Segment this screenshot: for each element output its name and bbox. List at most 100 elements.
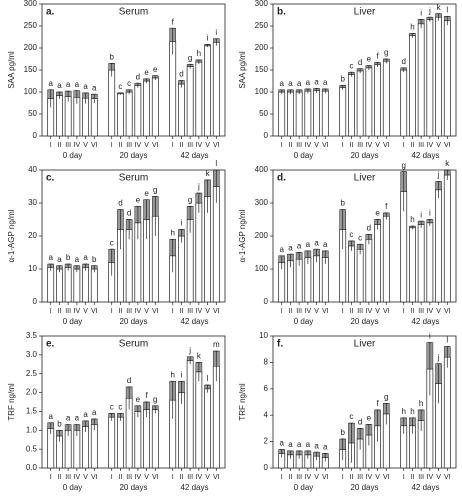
bar <box>313 90 320 137</box>
annotation: h <box>419 399 423 408</box>
bar <box>195 202 203 303</box>
chart-title: Liver <box>354 173 376 184</box>
annotation: a <box>57 255 62 264</box>
group-label: 20 days <box>350 483 378 492</box>
x-tick-label: I <box>403 142 405 149</box>
annotation: d <box>401 57 405 66</box>
bar <box>143 409 150 469</box>
x-tick-label: V <box>375 308 380 315</box>
panel: 0.00.51.01.52.02.53.03.5aIbIIaIIIaIVaVaV… <box>7 331 226 492</box>
x-tick-label: V <box>144 142 149 149</box>
annotation: a <box>75 414 80 423</box>
panel-label: d. <box>277 173 286 184</box>
y-tick-label: 2 <box>264 437 269 446</box>
bar <box>374 64 381 137</box>
x-tick-label: I <box>50 142 52 149</box>
annotation: g <box>384 48 388 57</box>
group-label: 20 days <box>119 317 147 326</box>
annotation: h <box>197 49 201 58</box>
x-tick-label: IV <box>427 308 434 315</box>
panel: 0100200300400aIaIIaIIIaIVaVaVIbIcIIcIIId… <box>238 159 457 326</box>
x-tick-label: V <box>436 142 441 149</box>
x-tick-label: IV <box>74 308 81 315</box>
y-tick-label: 3.5 <box>26 331 38 340</box>
plot-frame <box>41 3 226 137</box>
annotation: b <box>109 53 114 62</box>
x-tick-label: VI <box>213 142 220 149</box>
bar <box>426 222 434 303</box>
x-tick-label: I <box>403 474 405 481</box>
annotation: e <box>375 209 380 218</box>
bar <box>417 224 425 303</box>
annotation: a <box>323 240 328 249</box>
annotation: c <box>349 61 353 70</box>
x-tick-label: IV <box>305 142 312 149</box>
bar <box>195 61 203 137</box>
annotation: a <box>66 414 71 423</box>
annotation: b <box>340 199 345 208</box>
x-tick-label: VI <box>383 142 390 149</box>
annotation: c <box>110 238 114 247</box>
x-tick-label: VI <box>322 142 329 149</box>
annotation: g <box>153 395 157 404</box>
y-axis-label: α-1-AGP ng/ml <box>238 209 247 262</box>
x-tick-label: II <box>118 142 122 149</box>
x-tick-label: I <box>342 474 344 481</box>
x-tick-label: I <box>111 474 113 481</box>
x-tick-label: V <box>144 308 149 315</box>
annotation: a <box>83 410 88 419</box>
bar <box>304 90 312 137</box>
annotation: d <box>358 418 362 427</box>
x-tick-label: III <box>126 474 132 481</box>
x-tick-label: IV <box>74 142 81 149</box>
x-tick-label: I <box>50 308 52 315</box>
x-tick-label: V <box>144 474 149 481</box>
x-tick-label: III <box>187 474 193 481</box>
x-tick-label: III <box>296 142 302 149</box>
annotation: d <box>118 199 122 208</box>
annotation: e <box>144 68 149 77</box>
bar <box>400 69 408 137</box>
annotation: j <box>428 6 431 15</box>
annotation: a <box>279 79 284 88</box>
x-tick-label: II <box>349 308 353 315</box>
annotation: f <box>172 17 175 26</box>
bar <box>313 255 320 303</box>
x-tick-label: V <box>83 142 88 149</box>
panel: 010203040aIaIIbIIIaIVaVbVIcIdIIdIIIeIVeV… <box>7 159 226 326</box>
x-tick-label: III <box>357 474 363 481</box>
x-tick-label: II <box>57 474 61 481</box>
bar <box>64 96 72 137</box>
y-tick-label: 2.5 <box>26 369 38 378</box>
annotation: a <box>306 240 311 249</box>
annotation: a <box>306 78 311 87</box>
y-tick-label: 200 <box>255 231 269 240</box>
panel-label: f. <box>277 339 283 350</box>
x-tick-label: VI <box>152 308 159 315</box>
annotation: e <box>367 414 372 423</box>
group-label: 42 days <box>180 151 208 160</box>
annotation: f <box>376 52 379 61</box>
bar <box>73 268 81 303</box>
x-tick-label: IV <box>196 474 203 481</box>
x-tick-label: V <box>205 308 210 315</box>
annotation: a <box>92 408 97 417</box>
x-tick-label: III <box>65 308 71 315</box>
y-tick-label: 100 <box>255 264 269 273</box>
x-tick-label: IV <box>366 474 373 481</box>
bar <box>443 174 451 303</box>
x-tick-label: II <box>349 474 353 481</box>
annotation: a <box>48 412 53 421</box>
panel: 0246810aIaIIaIIIaIVaVaVIbIcIIdIIIeIVfVgV… <box>238 331 457 492</box>
bar <box>151 77 159 137</box>
plot-frame <box>272 3 457 137</box>
annotation: e <box>144 189 149 198</box>
x-tick-label: I <box>172 142 174 149</box>
bar <box>134 85 142 137</box>
annotation: c <box>349 230 353 239</box>
group-label: 20 days <box>119 151 147 160</box>
x-tick-label: II <box>118 474 122 481</box>
chart-title: Liver <box>354 339 376 350</box>
annotation: d <box>367 223 371 232</box>
bar <box>304 257 312 303</box>
